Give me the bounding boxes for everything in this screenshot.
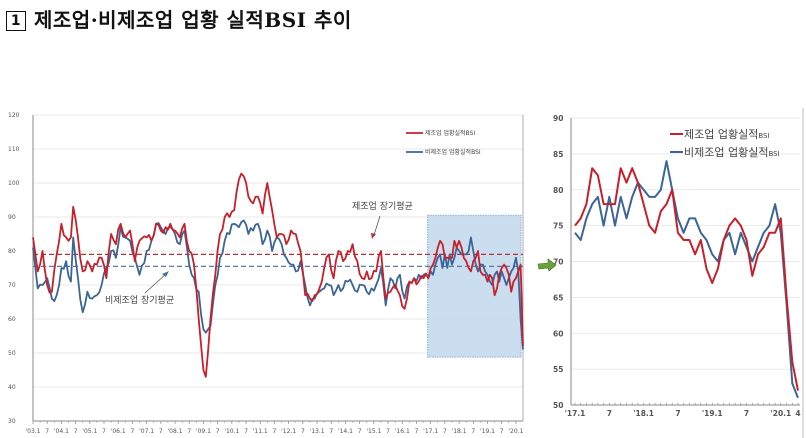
x-tick-label: 7 <box>244 428 248 435</box>
highlight-region <box>427 214 522 358</box>
right-x-tick-label: '18.1 <box>633 409 654 418</box>
right-legend-mfg-label: 제조업 업황실적BSI <box>684 128 770 141</box>
section-number-box: 1 <box>6 11 26 31</box>
right-legend-nonmfg-label: 비제조업 업황실적BSI <box>684 146 780 159</box>
y-tick-label: 80 <box>8 248 16 255</box>
x-tick-label: 7 <box>500 428 504 435</box>
right-y-tick-label: 85 <box>553 150 563 159</box>
x-tick-label: 7 <box>329 428 333 435</box>
x-tick-label: '03.1 <box>25 428 40 435</box>
y-tick-label: 30 <box>8 418 16 425</box>
left-chart: 120 110 100 90 80 70 60 50 40 30 '03.1 7 '04.1 7 '05.1… <box>8 112 524 435</box>
x-tick-label: '04.1 <box>54 428 69 435</box>
x-tick-label: '18.1 <box>452 428 467 435</box>
right-x-tick-label: '19.1 <box>702 409 723 418</box>
y-tick-label: 120 <box>8 112 20 119</box>
nonmfg-average-annotation: 비제조업 장기평균 <box>105 295 174 306</box>
x-tick-label: '19.1 <box>480 428 495 435</box>
x-tick-label: 7 <box>415 428 419 435</box>
x-tick-label: '06.1 <box>111 428 126 435</box>
right-legend-nonmfg-suffix: BSI <box>768 150 779 158</box>
right-y-tick-label: 70 <box>553 258 563 267</box>
title-text: 제조업·비제조업 업황 실적BSI 추이 <box>34 8 352 32</box>
x-tick-label: '11.1 <box>253 428 268 435</box>
non-manufacturing-series <box>32 219 524 350</box>
nonmfg-annotation-leader <box>144 273 167 294</box>
y-tick-label: 110 <box>8 146 20 153</box>
right-legend-mfg-suffix: BSI <box>758 132 769 140</box>
x-tick-label: '09.1 <box>196 428 211 435</box>
x-tick-label: 7 <box>386 428 390 435</box>
right-non-manufacturing-series <box>574 160 799 399</box>
zoom-arrow-icon <box>537 258 557 272</box>
x-tick-label: 7 <box>131 428 135 435</box>
right-x-tick-label: '20.1 <box>770 409 791 418</box>
right-x-tick-label: 7 <box>744 409 749 418</box>
x-tick-label: '07.1 <box>139 428 154 435</box>
mfg-annotation-arrowhead <box>371 233 376 239</box>
x-tick-label: '10.1 <box>224 428 239 435</box>
mfg-annotation-leader <box>373 215 381 236</box>
y-tick-label: 100 <box>8 180 20 187</box>
legend-nonmfg-label: 비제조업 업황실적BSI <box>425 148 481 156</box>
nonmfg-annotation-arrowhead <box>162 271 169 277</box>
x-tick-label: '16.1 <box>395 428 410 435</box>
right-y-tick-label: 75 <box>553 222 563 231</box>
x-tick-label: '13.1 <box>310 428 325 435</box>
x-tick-label: 7 <box>443 428 447 435</box>
right-y-tick-label: 65 <box>553 293 563 302</box>
right-y-tick-label: 80 <box>553 186 563 195</box>
right-y-tick-label: 55 <box>553 365 563 374</box>
x-tick-label: '17.1 <box>423 428 438 435</box>
right-y-tick-label: 90 <box>553 114 563 123</box>
x-tick-label: '15.1 <box>366 428 381 435</box>
x-tick-label: 7 <box>358 428 362 435</box>
x-tick-label: 7 <box>216 428 220 435</box>
x-tick-label: '14.1 <box>338 428 353 435</box>
x-tick-label: '08.1 <box>168 428 183 435</box>
y-tick-label: 50 <box>8 350 16 357</box>
y-tick-label: 90 <box>8 214 16 221</box>
x-tick-label: 7 <box>471 428 475 435</box>
x-tick-label: 7 <box>301 428 305 435</box>
y-tick-label: 40 <box>8 384 16 391</box>
manufacturing-series <box>32 172 524 378</box>
right-y-tick-label: 50 <box>553 401 563 410</box>
x-tick-label: 7 <box>273 428 277 435</box>
y-tick-label: 70 <box>8 282 16 289</box>
right-x-tick-label: 7 <box>675 409 680 418</box>
right-y-tick-label: 60 <box>553 329 563 338</box>
x-tick-label: 7 <box>74 428 78 435</box>
x-tick-label: '12.1 <box>281 428 296 435</box>
right-x-tick-label: '17.1 <box>565 409 586 418</box>
right-manufacturing-series <box>574 167 799 391</box>
x-tick-label: '20.1 <box>508 428 523 435</box>
right-x-tick-label: 7 <box>607 409 612 418</box>
x-tick-label: '05.1 <box>82 428 97 435</box>
x-tick-label: 7 <box>102 428 106 435</box>
page-title: 1 제조업·비제조업 업황 실적BSI 추이 <box>6 4 352 33</box>
legend-mfg-label: 제조업 업황실적BSI <box>425 129 475 137</box>
x-tick-label: 7 <box>45 428 49 435</box>
x-tick-label: 7 <box>187 428 191 435</box>
y-tick-label: 60 <box>8 316 16 323</box>
mfg-average-annotation: 제조업 장기평균 <box>352 201 413 212</box>
right-x-tick-label: 4 <box>795 409 800 418</box>
x-tick-label: 7 <box>159 428 163 435</box>
